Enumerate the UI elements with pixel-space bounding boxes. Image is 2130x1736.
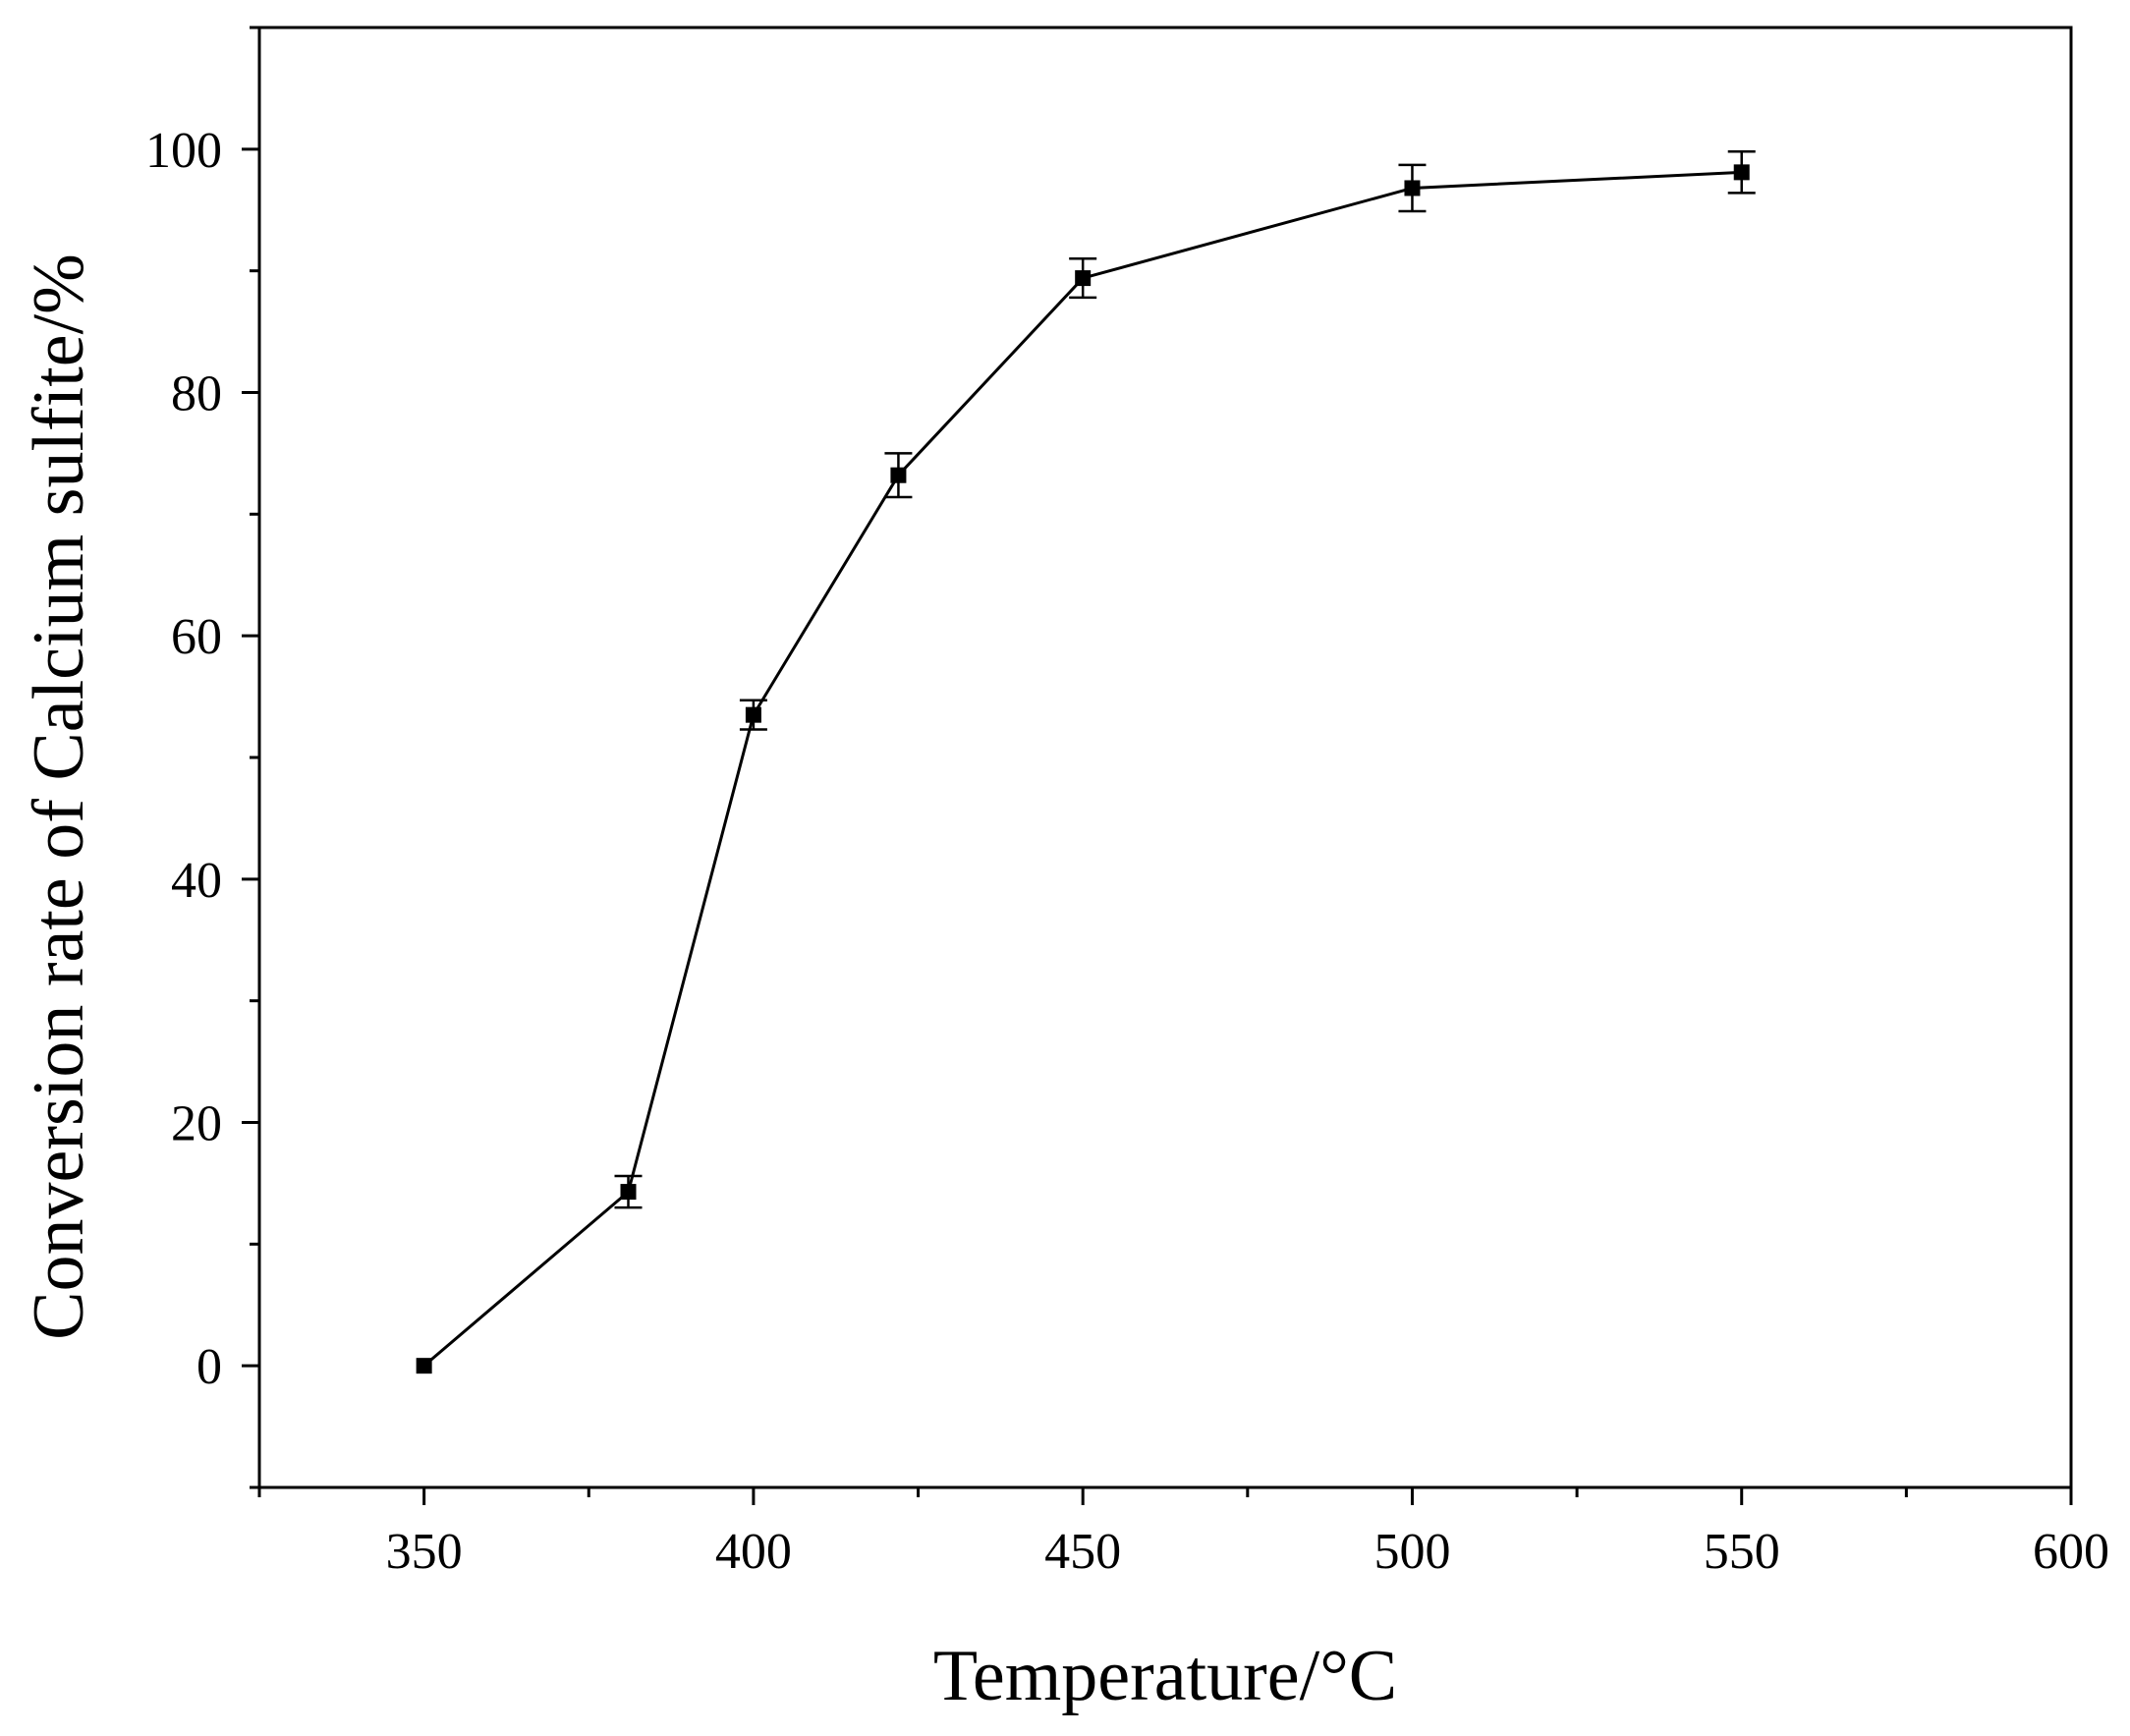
x-tick-label: 350 <box>386 1524 463 1580</box>
y-axis-title: Conversion rate of Calcium sulfite/% <box>19 253 99 1340</box>
x-tick-label: 450 <box>1044 1524 1121 1580</box>
plot-area-border <box>257 26 2073 1489</box>
y-tick-label: 40 <box>171 853 222 909</box>
x-tick-label: 550 <box>1704 1524 1780 1580</box>
y-tick-label: 100 <box>145 123 222 179</box>
x-axis-title: Temperature/°C <box>933 1636 1397 1716</box>
y-tick-label: 60 <box>171 609 222 665</box>
data-point <box>620 1184 637 1201</box>
data-series <box>416 150 1756 1374</box>
data-point <box>1075 270 1092 287</box>
data-point <box>1404 180 1421 196</box>
y-tick-label: 80 <box>171 366 222 422</box>
x-tick-label: 400 <box>715 1524 792 1580</box>
data-point <box>1733 164 1750 181</box>
x-tick-label: 600 <box>2033 1524 2109 1580</box>
y-tick-label: 0 <box>196 1339 222 1395</box>
data-point <box>416 1358 432 1374</box>
data-point <box>890 467 907 483</box>
x-tick-label: 500 <box>1373 1524 1450 1580</box>
data-point <box>745 706 761 723</box>
x-axis: 350 400 450 500 550 600 <box>257 1487 2109 1580</box>
y-tick-label: 20 <box>171 1096 222 1152</box>
y-axis: 0 20 40 60 80 100 <box>145 26 259 1489</box>
plot-frame <box>257 26 2073 1489</box>
